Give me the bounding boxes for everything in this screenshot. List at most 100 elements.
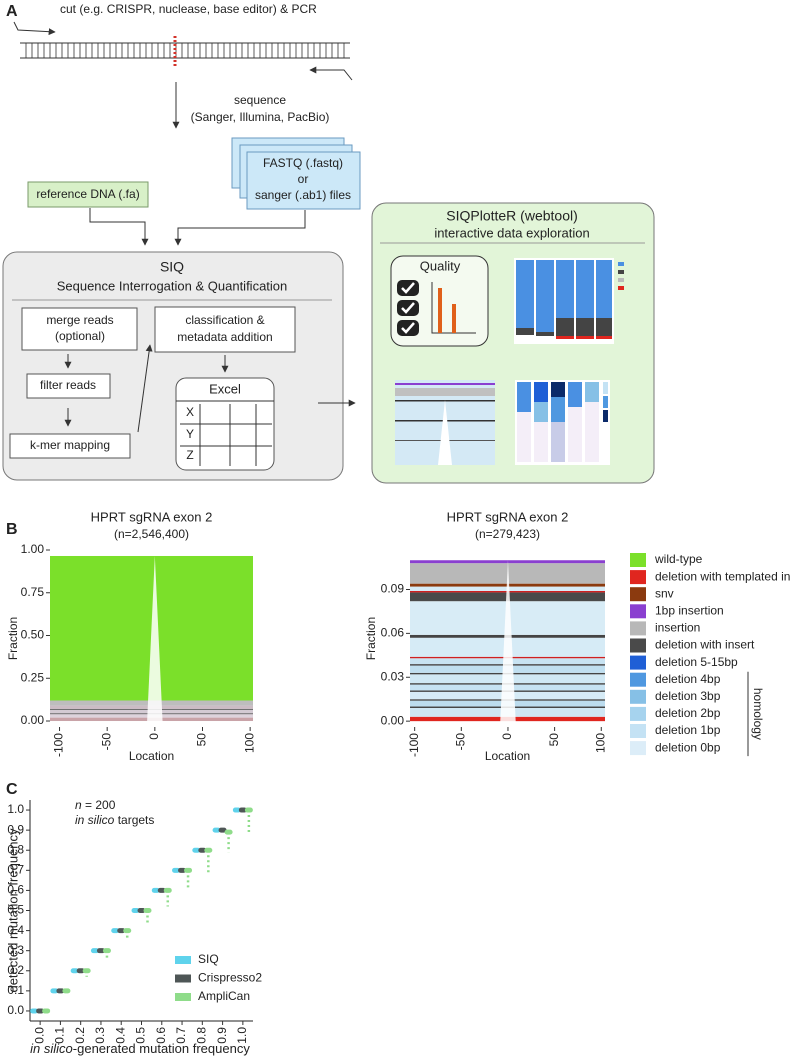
plotter-subtitle: interactive data exploration [434, 225, 589, 240]
dna [20, 42, 350, 59]
x-tick-label: 0.8 [194, 1027, 208, 1044]
center-gap [499, 560, 516, 727]
point [30, 1008, 39, 1014]
legend-swatch [630, 741, 646, 756]
legend-label: deletion with insert [655, 638, 755, 652]
chart-title: HPRT sgRNA exon 2 [447, 509, 569, 524]
x-tick-label: 0.7 [174, 1027, 188, 1044]
mini-bar [452, 304, 456, 333]
legend-swatch [630, 570, 646, 585]
point [163, 887, 172, 893]
check-icons [397, 280, 419, 336]
y-axis-label: detected mutation frequency [5, 828, 20, 993]
y-tick-label: 0.75 [21, 585, 45, 599]
x-tick-label: -50 [453, 733, 467, 751]
legend-swatch [630, 604, 646, 619]
point [157, 887, 166, 893]
step-label: classification & [185, 313, 264, 327]
legend-swatch [175, 956, 191, 964]
mini-bar [438, 288, 442, 333]
files-label: sanger (.ab1) files [255, 188, 351, 202]
thumb-bar [536, 332, 554, 336]
y-tick-label: 0.00 [21, 713, 45, 727]
y-tick-label: 0.25 [21, 670, 45, 684]
x-tick-label: 100 [242, 733, 256, 753]
point [82, 968, 91, 974]
point [178, 867, 187, 873]
check-mark [401, 282, 415, 294]
y-tick-label: 0.7 [7, 862, 24, 876]
point [172, 867, 181, 873]
legend-swatch [630, 553, 646, 567]
point [42, 1008, 51, 1014]
x-axis-label: in silico-generated mutation frequency [30, 1041, 250, 1056]
legend-label: wild-type [654, 552, 703, 566]
x-tick-label: 0.2 [73, 1027, 87, 1044]
y-tick-label: 0.00 [381, 713, 405, 727]
thumb-bar [551, 397, 565, 422]
x-axis-label: Location [129, 749, 174, 763]
y-axis-label: Fraction [6, 617, 20, 660]
legend-swatch [630, 655, 646, 670]
point [151, 887, 160, 893]
step-label: metadata addition [177, 330, 272, 344]
x-axis-label: Location [485, 749, 530, 763]
point [198, 847, 207, 853]
chart-subtitle: (n=2,546,400) [114, 527, 189, 541]
y-tick-label: 0.50 [21, 628, 45, 642]
x-tick-label: -100 [407, 733, 421, 757]
x-tick-label: 50 [547, 733, 561, 747]
tornado-thumbnail [395, 380, 495, 465]
x-tick-label: 50 [195, 733, 209, 747]
legend-label: deletion 2bp [655, 706, 721, 720]
step-label: (optional) [55, 329, 105, 343]
arrow [89, 208, 149, 246]
y-tick-label: 0.9 [7, 822, 24, 836]
point [123, 928, 132, 934]
check-mark [401, 302, 415, 314]
thumb-bar [516, 328, 534, 335]
primer-arrow [13, 21, 56, 36]
panel-label: C [6, 781, 18, 798]
x-tick-label: -50 [99, 733, 113, 751]
thumb-bar [517, 382, 531, 412]
step-box [21, 307, 138, 351]
x-tick-label: 0 [500, 733, 514, 740]
row-label: Z [186, 448, 193, 462]
panel-label: B [6, 521, 18, 538]
point [117, 928, 126, 934]
step-label: k-mer mapping [30, 438, 110, 452]
x-tick-label: 100 [593, 733, 607, 753]
x-tick-label: 0.0 [32, 1027, 46, 1044]
legend-swatch [630, 638, 646, 653]
point [184, 867, 193, 873]
step-label: filter reads [40, 378, 96, 392]
thumb-bar [551, 422, 565, 462]
point [102, 948, 111, 954]
plotter-title: SIQPlotteR (webtool) [446, 208, 578, 224]
point [62, 988, 71, 994]
siq-title: SIQ [160, 259, 184, 275]
annotation-rest: = 200 [82, 798, 116, 812]
legend-label: deletion 0bp [655, 740, 721, 754]
thumb-bar [596, 336, 612, 339]
legend-label: deletion with templated insert [655, 569, 790, 583]
sequence-label: (Sanger, Illumina, PacBio) [191, 110, 330, 124]
thumb-bar [596, 318, 612, 336]
thumb-legend [618, 278, 624, 282]
y-tick-label: 0.5 [7, 903, 24, 917]
y-tick-label: 1.0 [7, 802, 24, 816]
y-tick-label: 0.4 [7, 923, 24, 937]
legend-label: snv [655, 586, 674, 600]
x-axis-label-rest: -generated mutation frequency [73, 1041, 251, 1056]
point [204, 847, 213, 853]
legend-label: insertion [655, 621, 700, 635]
point [70, 968, 79, 974]
y-tick-label: 0.2 [7, 963, 24, 977]
thumb-bar [534, 422, 548, 462]
thumb-line [395, 388, 495, 396]
point [90, 948, 99, 954]
mini-axis [431, 282, 476, 334]
